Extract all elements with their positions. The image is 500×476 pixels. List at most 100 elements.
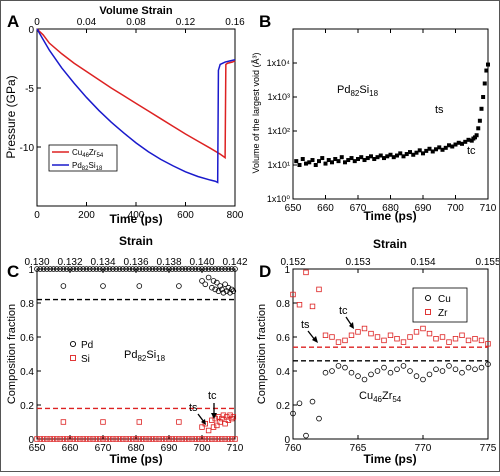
panel-a-y-tick-label: 0 [28,25,34,36]
panel-b-ts-label: ts [435,104,444,116]
panel-d-tc-arrowhead [349,322,354,329]
panel-c-point-pd [149,266,156,272]
panel-c-point-si [162,436,169,442]
panel-b-point-pd82si18 [391,155,396,160]
panel-c-top-tick-label: 0.140 [189,257,214,268]
panel-d-point-zr [485,341,491,347]
panel-c-point-pd [214,279,220,286]
panel-d-top-tick-label: 0.153 [345,257,370,268]
panel-c-point-si [116,436,123,442]
panel-c-point-si [100,419,106,425]
panel-c-top-tick-label: 0.138 [156,257,181,268]
panel-b-x-tick-label: 680 [382,203,399,214]
panel-b-point-pd82si18 [417,148,422,153]
panel-c-point-si [225,417,232,423]
panel-c-point-pd [116,266,123,272]
panel-d-point-cu [400,363,407,369]
panel-c-x-tick-label: 660 [62,443,79,454]
panel-a-y-tick-label: -5 [25,84,34,95]
panel-d-point-cu [342,364,348,371]
panel-d-point-zr [433,335,439,342]
panel-d-point-zr [426,330,433,337]
panel-c-point-pd [210,278,217,284]
panel-b-y-tick-label: 1x10⁰ [267,194,291,204]
panel-b-x-tick-label: 650 [285,203,302,214]
panel-b-point-pd82si18 [349,156,354,161]
panel-d-point-cu [433,366,439,373]
panel-a-y-axis-label: Pressure (GPa) [4,75,18,158]
panel-c-point-si [182,436,189,442]
panel-c-point-pd [219,266,225,272]
panel-d-point-zr [322,332,329,338]
panel-d-y-tick-label: 0.2 [276,401,290,412]
panel-c-point-pd [202,266,209,272]
panel-c-point-si [143,436,149,442]
panel-c-point-pd [73,266,80,272]
panel-c-point-pd [87,266,93,272]
panel-c-x-tick-label: 650 [29,443,46,454]
panel-c-point-pd [225,284,232,291]
panel-d-point-zr [296,301,303,308]
panel-d-y-axis-label: Composition fraction [256,304,268,404]
panel-d-point-cu [361,376,368,383]
panel-c-point-si [189,436,195,442]
panel-d-x-tick-label: 770 [415,443,432,454]
panel-b-point-pd82si18 [317,159,321,164]
panel-a-top-tick-label: 0.04 [77,17,97,28]
panel-c-point-pd [93,266,100,272]
panel-c-point-si [149,436,156,442]
panel-c-point-si [103,436,109,442]
panel-c-point-pd [215,266,222,272]
panel-c-point-pd [212,266,219,272]
panel-c-point-si [153,436,159,442]
panel-a: Volume Strain Time (ps) Pressure (GPa) 0… [4,5,245,226]
panel-a-x-tick-label: 0 [34,210,40,221]
panel-a-legend [48,144,118,172]
panel-b-point-pd82si18 [484,68,489,73]
panel-c-point-si [129,436,136,442]
panel-a-x-axis-label: Time (ps) [109,212,162,226]
panel-c-point-si [215,414,222,420]
panel-c-x-tick-label: 700 [194,443,211,454]
panel-c-point-pd [44,266,50,272]
panel-c-legend-label-pd: Pd [81,340,93,351]
panel-c-ts-arrowhead [201,419,206,425]
panel-c-point-pd [67,266,73,272]
panel-d-material-label: Cu46Zr54 [359,390,402,404]
panel-c-point-pd [230,288,237,294]
panel-c-point-pd [209,266,215,272]
panel-c-y-tick-label: 0.6 [20,333,34,344]
panel-b-point-pd82si18 [323,161,328,166]
panel-b-y-tick-label: 1x10⁴ [267,58,291,68]
panel-c-point-pd [225,266,232,272]
panel-c-point-pd [182,266,189,272]
panel-c-point-pd [192,266,199,272]
panel-d-point-zr [309,303,316,310]
panel-c-point-pd [53,266,60,272]
panel-b-point-pd82si18 [294,159,299,164]
panel-c-point-si [159,436,166,442]
panel-a-top-tick-label: 0 [34,17,40,28]
panel-d-point-cu [316,415,322,422]
panel-c-point-si [106,436,113,442]
panel-d-point-cu [394,366,400,373]
panel-b-point-pd82si18 [375,155,380,160]
panel-c-point-si [40,436,47,442]
panel-d-ts-arrowhead [312,336,318,343]
panel-b-point-pd82si18 [437,145,442,150]
panel-c-point-pd [205,266,212,272]
panel-b-x-tick-label: 710 [480,203,497,214]
panel-d-point-zr [420,325,426,332]
panel-c-point-pd [80,266,86,272]
panel-c-point-pd [96,266,103,272]
panel-d-y-tick-label: 0.6 [276,333,290,344]
panel-b-x-tick-label: 690 [415,203,432,214]
panel-c-point-pd [83,266,90,272]
panel-b-point-pd82si18 [398,151,403,156]
panel-c-point-pd [90,266,96,272]
panel-d-point-zr [368,330,374,337]
panel-c-point-si [232,436,238,442]
panel-c-point-si [146,436,152,442]
panel-c-point-si [205,427,212,434]
panel-c-point-pd [202,281,209,288]
